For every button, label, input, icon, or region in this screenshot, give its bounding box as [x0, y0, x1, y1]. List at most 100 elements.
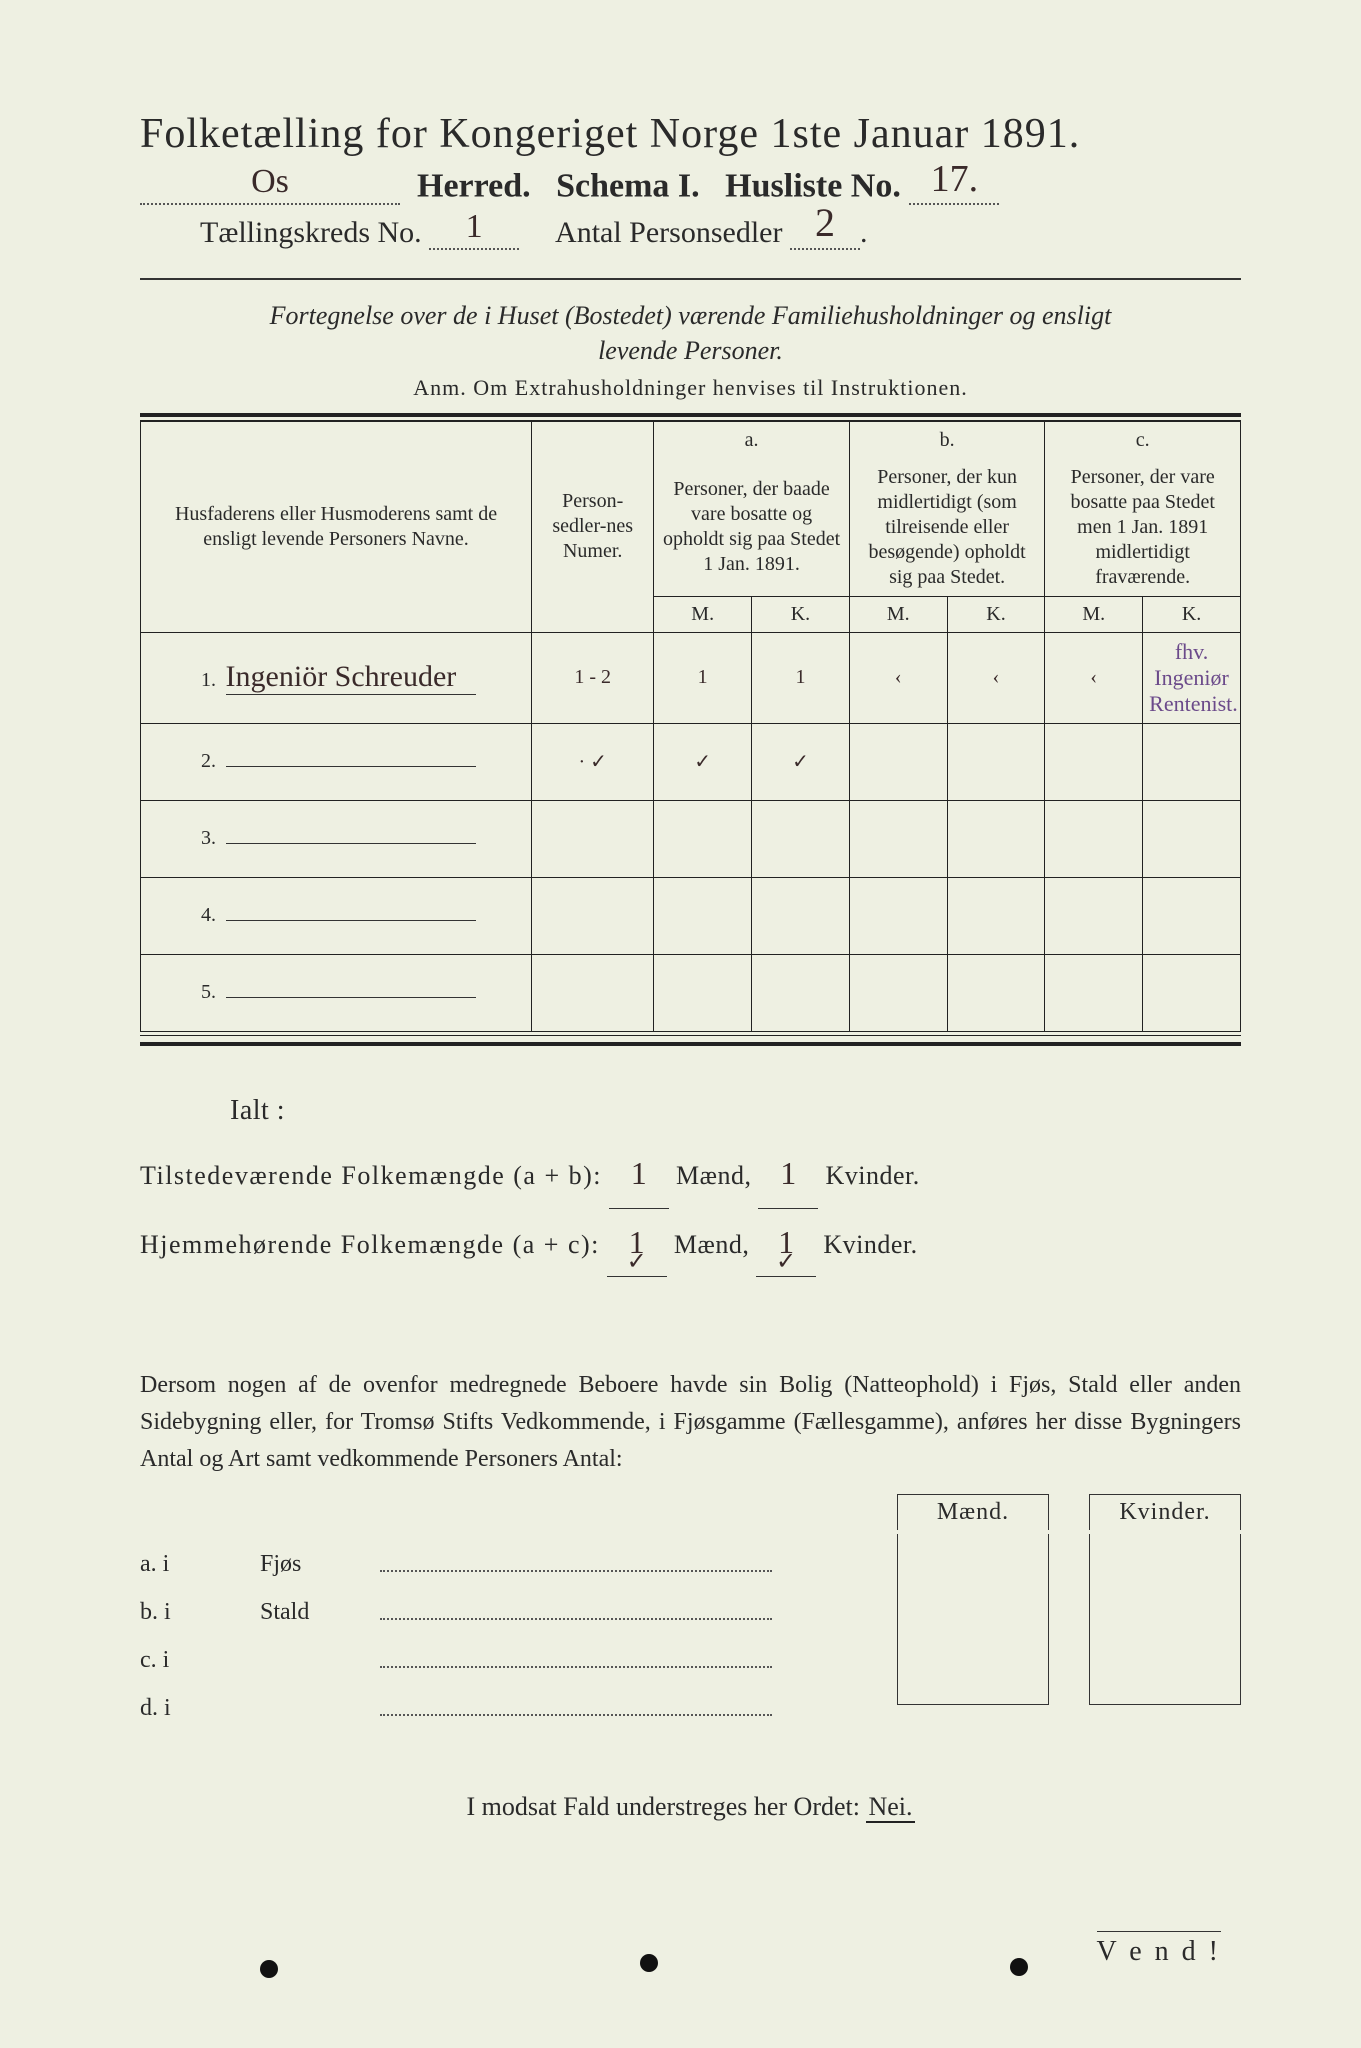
col-b-k: K.	[947, 596, 1045, 632]
sidebuild-cell-k	[1089, 1534, 1241, 1705]
col-c-header: Personer, der vare bosatte paa Stedet me…	[1045, 459, 1241, 597]
row-c-m	[1045, 723, 1143, 800]
sidebuild-lead: b. i	[140, 1599, 260, 1626]
row-num: · ✓	[532, 723, 654, 800]
row-a-k	[752, 954, 850, 1031]
table-row: 4.	[141, 877, 1241, 954]
check-k: ✓	[776, 1237, 797, 1287]
row-c-note	[1143, 723, 1241, 800]
col-c-k: K.	[1143, 596, 1241, 632]
kvinder-label-1: Kvinder.	[825, 1161, 919, 1190]
row-c-note	[1143, 954, 1241, 1031]
sidebuild-row: d. i	[140, 1674, 780, 1722]
row-a-k: ✓	[752, 723, 850, 800]
row-a-k: 1	[752, 632, 850, 723]
row-a-m: 1	[654, 632, 752, 723]
totals-l1-k: 1	[780, 1155, 797, 1191]
dotted-line	[380, 1660, 772, 1668]
sidebuild-hdr-k: Kvinder.	[1089, 1494, 1241, 1530]
personsedler-value: 2	[815, 199, 835, 246]
sidebuild-hdr-m: Mænd.	[897, 1494, 1049, 1530]
row-a-k	[752, 877, 850, 954]
sidebuild-row: b. iStald	[140, 1578, 780, 1626]
maend-label-1: Mænd,	[676, 1161, 751, 1190]
dotted-line	[380, 1612, 772, 1620]
col-c-top: c.	[1045, 421, 1241, 459]
totals-line1-label: Tilstedeværende Folkemængde (a + b):	[140, 1161, 602, 1190]
totals-block: Ialt : Tilstedeværende Folkemængde (a + …	[140, 1082, 1241, 1277]
row-num	[532, 800, 654, 877]
row-num	[532, 877, 654, 954]
sidebuild-lead: c. i	[140, 1647, 260, 1674]
sidebuild-paragraph: Dersom nogen af de ovenfor medregnede Be…	[140, 1367, 1241, 1479]
kreds-value: 1	[466, 208, 483, 246]
row-b-k	[947, 877, 1045, 954]
row-b-k	[947, 954, 1045, 1031]
totals-l1-m: 1	[631, 1155, 648, 1191]
row-a-m	[654, 800, 752, 877]
row-c-m	[1045, 800, 1143, 877]
table-row: 3.	[141, 800, 1241, 877]
census-table: Husfaderens eller Husmoderens samt de en…	[140, 421, 1241, 1032]
sidebuild-lead: a. i	[140, 1551, 260, 1578]
row-b-m	[849, 954, 947, 1031]
nei-line: I modsat Fald understreges her Ordet: Ne…	[140, 1792, 1241, 1822]
row-name: 2.	[141, 723, 532, 800]
row-name: 5.	[141, 954, 532, 1031]
row-a-m: ✓	[654, 723, 752, 800]
row-b-k: ‹	[947, 632, 1045, 723]
col-a-m: M.	[654, 596, 752, 632]
herred-label: Herred.	[417, 167, 531, 204]
col-name-header: Husfaderens eller Husmoderens samt de en…	[141, 421, 532, 632]
row-a-k	[752, 800, 850, 877]
row-b-m: ‹	[849, 632, 947, 723]
table-row: 2. · ✓✓✓	[141, 723, 1241, 800]
col-c-m: M.	[1045, 596, 1143, 632]
nei-word: Nei.	[866, 1792, 914, 1823]
row-a-m	[654, 877, 752, 954]
personsedler-label: Antal Personsedler	[555, 216, 782, 249]
sidebuild-row: c. i	[140, 1626, 780, 1674]
row-b-m	[849, 723, 947, 800]
sidebuild-name: Stald	[260, 1599, 380, 1626]
col-b-top: b.	[849, 421, 1045, 459]
sidebuild-list: a. iFjøsb. iStaldc. id. i	[140, 1500, 780, 1722]
col-a-top: a.	[654, 421, 850, 459]
sidebuild-name: Fjøs	[260, 1551, 380, 1578]
kreds-label: Tællingskreds No.	[200, 216, 422, 249]
row-c-note	[1143, 800, 1241, 877]
check-m: ✓	[627, 1237, 648, 1287]
table-row: 1. Ingeniör Schreuder1 - 211‹‹‹fhv. Inge…	[141, 632, 1241, 723]
row-num	[532, 954, 654, 1031]
row-c-m: ‹	[1045, 632, 1143, 723]
husliste-label: Husliste No.	[725, 167, 901, 204]
row-c-note: fhv. Ingeniør Rentenist.	[1143, 632, 1241, 723]
dotted-line	[380, 1708, 772, 1716]
col-num-header: Person-sedler-nes Numer.	[532, 421, 654, 632]
husliste-value: 17.	[931, 157, 979, 201]
schema-label: Schema I.	[556, 167, 700, 204]
page-title: Folketælling for Kongeriget Norge 1ste J…	[140, 110, 1241, 158]
col-b-m: M.	[849, 596, 947, 632]
col-a-header: Personer, der baade vare bosatte og opho…	[654, 459, 850, 597]
totals-line2-label: Hjemmehørende Folkemængde (a + c):	[140, 1230, 600, 1259]
sidebuild-cell-m	[897, 1534, 1049, 1705]
intro-text: Fortegnelse over de i Huset (Bostedet) v…	[170, 298, 1211, 368]
row-name: 3.	[141, 800, 532, 877]
row-a-m	[654, 954, 752, 1031]
col-a-k: K.	[752, 596, 850, 632]
row-b-m	[849, 800, 947, 877]
sidebuild-mk-header: Mænd. Kvinder.	[897, 1494, 1241, 1530]
vend-label: V e n d !	[1097, 1931, 1221, 1968]
col-b-header: Personer, der kun midlertidigt (som tilr…	[849, 459, 1045, 597]
row-b-m	[849, 877, 947, 954]
punch-hole	[640, 1954, 658, 1972]
table-row: 5.	[141, 954, 1241, 1031]
row-b-k	[947, 800, 1045, 877]
dotted-line	[380, 1564, 772, 1572]
row-c-note	[1143, 877, 1241, 954]
row-num: 1 - 2	[532, 632, 654, 723]
sidebuild-row: a. iFjøs	[140, 1530, 780, 1578]
row-c-m	[1045, 877, 1143, 954]
row-name: 4.	[141, 877, 532, 954]
